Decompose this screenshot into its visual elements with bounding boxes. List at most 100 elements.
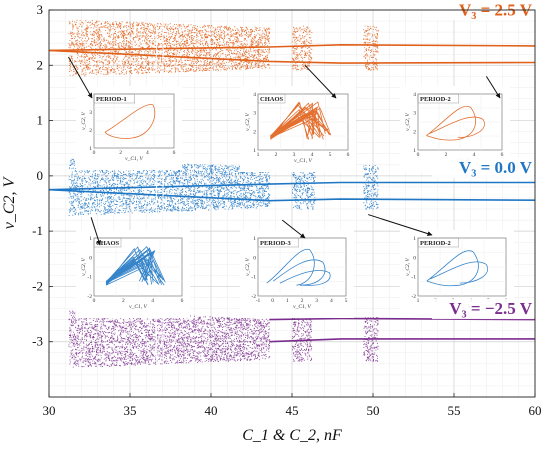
x-tick-label: 30	[43, 403, 56, 418]
chaos-window	[155, 156, 158, 218]
inset-xtick: 4	[146, 150, 149, 156]
x-tick-label: 60	[529, 403, 542, 418]
inset-panels: PERIOD-1 0 2 4 6 4 3 2 1 v_C1, V v_C2, V CHAOS 1 2 3 4 5…	[76, 86, 514, 318]
inset-ytick: 1	[413, 148, 416, 154]
chaos-window	[162, 308, 164, 370]
inset-panel: PERIOD-102464321v_C1, Vv_C2, V	[76, 86, 182, 170]
chaos-scatter-e0601a	[68, 19, 379, 77]
inset-xtick: 0	[417, 152, 420, 158]
series-label-bg	[432, 0, 534, 21]
inset-xtick: 6	[173, 150, 176, 156]
inset-ytick: 2	[89, 128, 92, 134]
x-tick-label: 45	[286, 403, 299, 418]
inset-ytick: 0	[253, 255, 256, 261]
annotation-arrow	[68, 56, 93, 99]
inset-ylabel: v_C2, V	[245, 258, 251, 276]
x-tick-label: 50	[367, 403, 380, 418]
inset-ytick: 0	[413, 255, 416, 261]
inset-panel: PERIOD-212345610-1-2v_C1, Vv_C2, V	[400, 230, 514, 318]
inset-title-box	[93, 237, 122, 248]
inset-ytick: 2	[413, 129, 416, 135]
inset-xlabel: v_C1, V	[294, 158, 312, 164]
periodic-branch	[48, 43, 536, 52]
inset-xtick: 0	[271, 298, 274, 304]
chaos-scatter-1f77c4	[68, 158, 379, 216]
inset-ytick: 0	[89, 255, 92, 261]
inset-ytick: 1	[413, 236, 416, 242]
inset-ytick: -2	[411, 294, 416, 300]
y-tick-label: -1	[32, 223, 43, 238]
y-tick-label: 0	[37, 168, 44, 183]
annotation-arrow	[367, 214, 433, 237]
y-tick-label: 3	[37, 2, 44, 17]
inset-ytick: 4	[253, 92, 256, 98]
annotation-arrow	[281, 219, 306, 239]
inset-attractor	[426, 105, 485, 141]
series-label: V₃ = −2.5 V	[449, 299, 532, 318]
inset-xtick: 2	[301, 298, 304, 304]
chaos-window	[155, 308, 158, 370]
annotation-arrow	[90, 217, 102, 246]
annotation-arrow	[485, 76, 501, 99]
inset-xtick: 2	[119, 150, 122, 156]
inset-title: PERIOD-3	[260, 240, 291, 247]
inset-ytick: 2	[253, 129, 256, 135]
axis-labels: C_1 & C_2, nF v_C2, V	[1, 176, 342, 445]
y-tick-label: 1	[37, 113, 44, 128]
inset-attractor	[105, 246, 166, 286]
inset-title-box	[257, 93, 286, 104]
inset-attractor	[266, 249, 331, 286]
inset-ytick: 1	[89, 236, 92, 242]
inset-xtick: 5	[345, 298, 348, 304]
inset-panel: CHAOS 0 2 4 6 1 0 -1 -2 v_C1, V v_C2, V	[76, 230, 190, 318]
inset-ytick: 3	[89, 110, 92, 116]
inset-title: CHAOS	[260, 96, 284, 103]
inset-ytick: -1	[87, 275, 92, 281]
inset-xtick: 0	[93, 298, 96, 304]
inset-ytick: 1	[253, 236, 256, 242]
inset-title: PERIOD-1	[96, 96, 127, 103]
inset-xtick: 2	[122, 298, 125, 304]
inset-ytick: -1	[411, 275, 416, 281]
y-tick-label: -2	[32, 278, 43, 293]
inset-xlabel: v_C1, V	[293, 304, 311, 310]
inset-ytick: 4	[413, 92, 416, 98]
periodic-branch	[269, 317, 536, 321]
inset-panel: CHAOS 1 2 3 4 5 6 4 3 2 1 v_C1, V v_C2, V	[240, 86, 356, 172]
periodic-branch	[48, 49, 536, 64]
inset-xtick: 6	[181, 298, 184, 304]
inset-title: CHAOS	[96, 240, 120, 247]
inset-xtick: 1	[257, 152, 260, 158]
inset-ylabel: v_C2, V	[81, 112, 87, 130]
inset-xtick: 5	[329, 152, 332, 158]
y-tick-label: 2	[37, 57, 44, 72]
series-label-bg	[432, 299, 534, 320]
inset-xlabel: v_C1, V	[125, 156, 143, 162]
inset-xtick: 4	[473, 152, 476, 158]
chaos-scatter-7b2d8e	[68, 310, 379, 368]
x-tick-label: 40	[205, 403, 218, 418]
inset-ytick: -1	[251, 275, 256, 281]
inset-ylabel: v_C2, V	[81, 258, 87, 276]
inset-title-box	[93, 93, 135, 104]
inset-ytick: -2	[87, 294, 92, 300]
inset-ytick: 3	[253, 111, 256, 117]
inset-xtick: 0	[93, 150, 96, 156]
series-label: V₃ = 0.0 V	[459, 158, 533, 177]
annotation-arrows	[68, 56, 501, 246]
x-axis-label: C_1 & C_2, nF	[242, 427, 342, 444]
chaos-window	[162, 156, 164, 218]
inset-xtick: 6	[347, 152, 350, 158]
y-axis-label: v_C2, V	[1, 176, 18, 230]
inset-attractor	[426, 250, 489, 287]
inset-attractor	[104, 104, 156, 139]
inset-xlabel: v_C1, V	[129, 304, 147, 310]
x-tick-label: 55	[448, 403, 461, 418]
periodic-branch	[269, 338, 535, 343]
inset-title: PERIOD-2	[420, 96, 451, 103]
inset-xtick: -1	[256, 298, 261, 304]
